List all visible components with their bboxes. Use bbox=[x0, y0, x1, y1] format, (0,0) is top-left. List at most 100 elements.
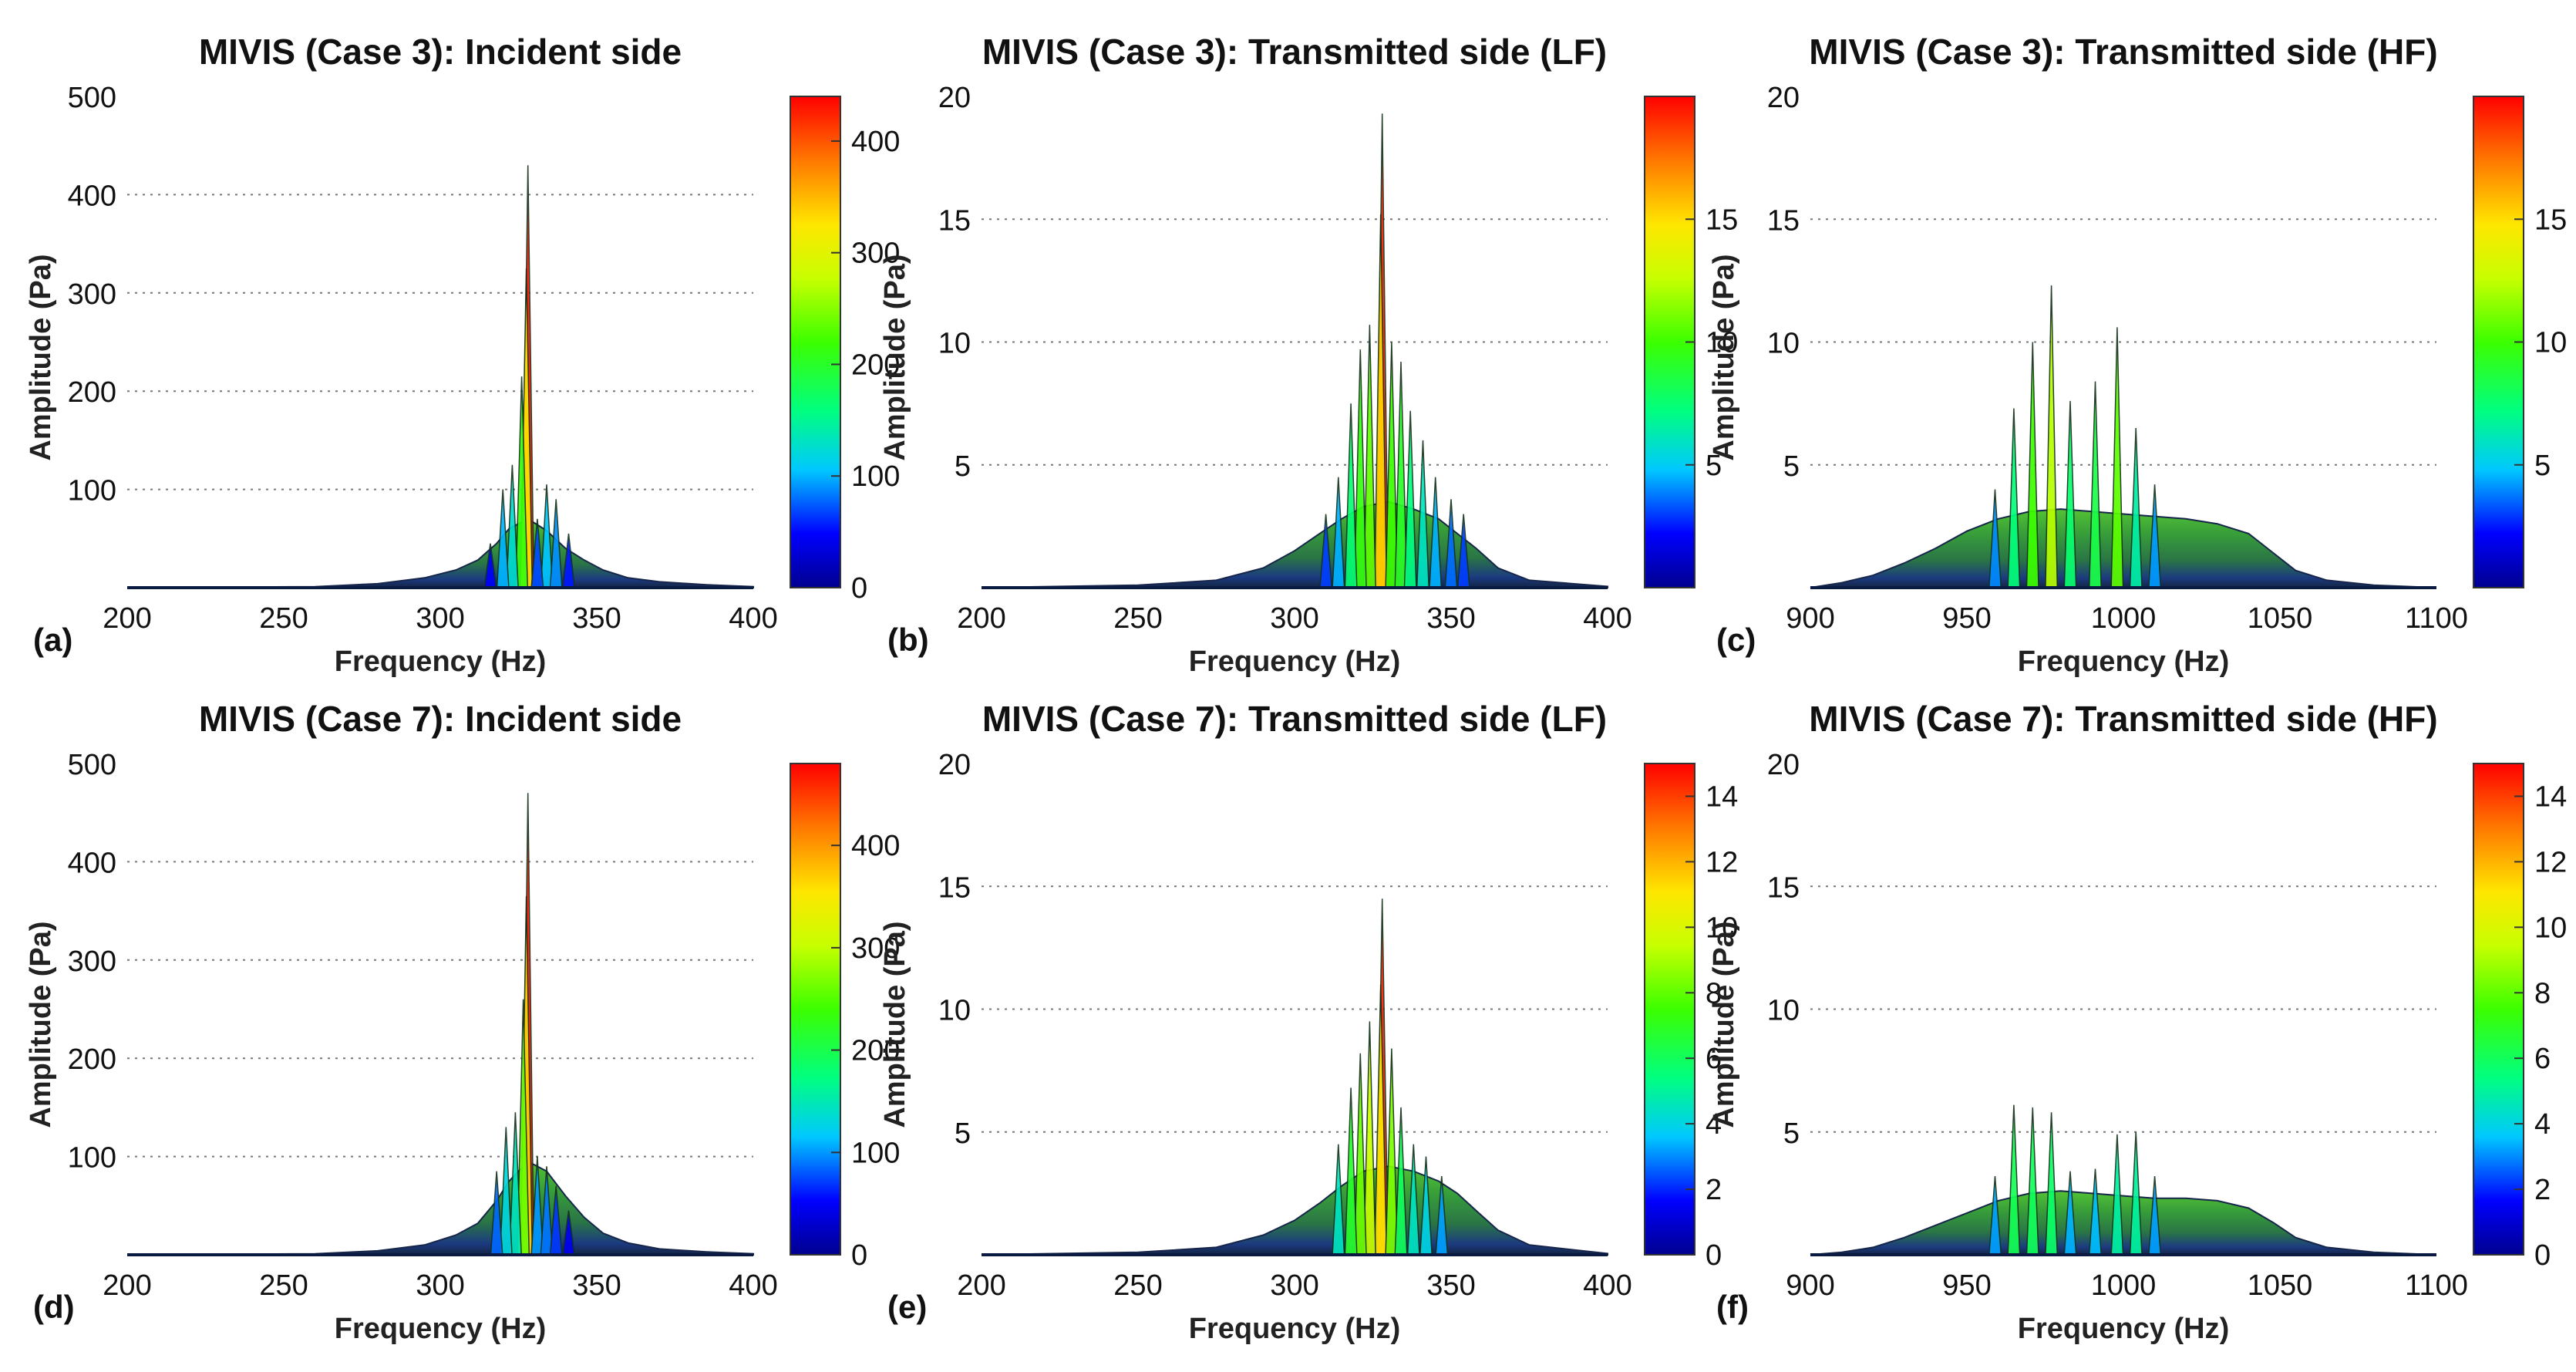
x-tick-label: 1100 bbox=[2405, 1269, 2468, 1302]
colorbar-tick-label: 2 bbox=[2534, 1174, 2551, 1206]
x-tick-label: 1000 bbox=[2091, 1269, 2157, 1302]
chart-title: MIVIS (Case 3): Transmitted side (LF) bbox=[982, 32, 1607, 72]
spectrum-peak bbox=[1403, 410, 1417, 588]
x-tick-label: 400 bbox=[729, 1269, 777, 1302]
chart-panel-a: MIVIS (Case 3): Incident side 100 200 300 40… bbox=[25, 32, 900, 678]
colorbar-tick-label: 14 bbox=[1706, 780, 1738, 813]
spectrum-envelope bbox=[1810, 508, 2437, 588]
spectrum-peak bbox=[2129, 427, 2143, 588]
y-tick-label: 20 bbox=[938, 82, 971, 114]
x-tick-label: 200 bbox=[103, 1269, 151, 1302]
y-axis-label: Amplitude (Pa) bbox=[1708, 921, 1740, 1128]
x-tick-label: 400 bbox=[729, 602, 777, 635]
x-tick-label: 250 bbox=[1113, 1269, 1162, 1302]
x-tick-label: 900 bbox=[1786, 602, 1834, 635]
chart-panel-e: MIVIS (Case 7): Transmitted side (LF) 5 10… bbox=[879, 699, 1738, 1345]
x-tick-label: 250 bbox=[1113, 602, 1162, 635]
colorbar-tick-label: 14 bbox=[2534, 780, 2567, 813]
x-tick-label: 1050 bbox=[2248, 1269, 2313, 1302]
y-tick-label: 20 bbox=[1767, 749, 1800, 781]
chart-panel-d: MIVIS (Case 7): Incident side 100 200 300 40… bbox=[25, 699, 900, 1345]
x-tick-label: 250 bbox=[259, 1269, 308, 1302]
x-tick-label: 350 bbox=[572, 602, 621, 635]
y-axis-label: Amplitude (Pa) bbox=[1708, 254, 1740, 460]
y-tick-label: 10 bbox=[938, 328, 971, 360]
colorbar-tick-label: 4 bbox=[1706, 1108, 1722, 1141]
spectrum-peak bbox=[2110, 327, 2124, 588]
y-tick-label: 10 bbox=[938, 995, 971, 1027]
y-tick-label: 5 bbox=[1783, 450, 1800, 483]
x-axis-label: Frequency (Hz) bbox=[335, 1313, 546, 1345]
colorbar-tick-label: 400 bbox=[851, 126, 900, 158]
x-tick-label: 350 bbox=[572, 1269, 621, 1302]
colorbar-tick-label: 4 bbox=[2534, 1108, 2551, 1141]
spectrum-envelope bbox=[126, 517, 754, 588]
y-axis-label: Amplitude (Pa) bbox=[25, 254, 57, 460]
y-tick-label: 20 bbox=[938, 749, 971, 781]
colorbar-tick-label: 10 bbox=[1706, 327, 1738, 359]
y-tick-label: 500 bbox=[68, 749, 116, 781]
colorbar-tick-label: 8 bbox=[1706, 977, 1722, 1010]
y-tick-label: 10 bbox=[1767, 328, 1800, 360]
spectrum-envelope bbox=[1810, 1190, 2437, 1256]
x-tick-label: 200 bbox=[103, 602, 151, 635]
y-tick-label: 100 bbox=[68, 475, 116, 507]
y-tick-label: 5 bbox=[1783, 1117, 1800, 1150]
colorbar-tick-label: 200 bbox=[851, 349, 900, 381]
spectrum-envelope bbox=[126, 1160, 754, 1256]
chart-title: MIVIS (Case 7): Incident side bbox=[199, 699, 682, 739]
colorbar-tick-label: 15 bbox=[1706, 204, 1738, 236]
y-tick-label: 300 bbox=[68, 278, 116, 311]
colorbar-tick-label: 2 bbox=[1706, 1174, 1722, 1206]
chart-panel-f: MIVIS (Case 7): Transmitted side (HF) 5 10… bbox=[1708, 699, 2567, 1345]
x-tick-label: 350 bbox=[1426, 602, 1475, 635]
x-tick-label: 300 bbox=[416, 1269, 464, 1302]
colorbar bbox=[2473, 763, 2524, 1256]
colorbar-tick-label: 400 bbox=[851, 830, 900, 862]
colorbar-tick-label: 300 bbox=[851, 932, 900, 965]
spectrum-peak bbox=[2129, 1131, 2143, 1256]
x-tick-label: 1100 bbox=[2405, 602, 2468, 635]
colorbar-tick-label: 300 bbox=[851, 238, 900, 270]
spectrum-peak bbox=[2063, 400, 2077, 588]
spectrum-peak bbox=[2088, 381, 2102, 588]
panel-label: (c) bbox=[1716, 622, 1756, 658]
x-tick-label: 1050 bbox=[2248, 602, 2313, 635]
y-tick-label: 15 bbox=[1767, 204, 1800, 237]
spectrum-peak bbox=[2025, 1107, 2039, 1256]
spectrum-peak bbox=[2007, 1104, 2021, 1256]
colorbar-tick-label: 0 bbox=[2534, 1239, 2551, 1272]
colorbar-tick-label: 100 bbox=[851, 1137, 900, 1169]
spectrum-peak bbox=[2045, 1112, 2059, 1256]
x-tick-label: 1000 bbox=[2091, 602, 2157, 635]
spectrum-peak bbox=[2007, 408, 2021, 588]
spectrum-envelope bbox=[981, 1165, 1608, 1256]
chart-panel-c: MIVIS (Case 3): Transmitted side (HF) 5 10… bbox=[1708, 32, 2567, 678]
y-tick-label: 300 bbox=[68, 946, 116, 978]
panel-label: (a) bbox=[33, 622, 72, 658]
y-axis-label: Amplitude (Pa) bbox=[879, 254, 911, 460]
panel-label: (b) bbox=[887, 622, 929, 658]
x-tick-label: 300 bbox=[1270, 602, 1318, 635]
colorbar-tick-label: 10 bbox=[1706, 912, 1738, 944]
y-tick-label: 15 bbox=[938, 204, 971, 237]
colorbar bbox=[790, 763, 841, 1256]
x-tick-label: 950 bbox=[1942, 1269, 1991, 1302]
x-axis-label: Frequency (Hz) bbox=[335, 646, 546, 678]
y-tick-label: 200 bbox=[68, 376, 116, 409]
y-tick-label: 500 bbox=[68, 82, 116, 114]
colorbar-tick-label: 0 bbox=[851, 572, 867, 605]
spectrum-peak bbox=[1344, 1087, 1358, 1256]
y-tick-label: 5 bbox=[955, 450, 971, 483]
colorbar-tick-label: 12 bbox=[2534, 846, 2567, 878]
colorbar-tick-label: 10 bbox=[2534, 912, 2567, 944]
colorbar-tick-label: 0 bbox=[1706, 1239, 1722, 1272]
chart-title: MIVIS (Case 7): Transmitted side (LF) bbox=[982, 699, 1607, 739]
panel-label: (f) bbox=[1716, 1289, 1749, 1325]
x-axis-label: Frequency (Hz) bbox=[1189, 1313, 1400, 1345]
colorbar-tick-label: 5 bbox=[2534, 450, 2551, 482]
spectrum-peak bbox=[1344, 403, 1358, 588]
colorbar-tick-label: 200 bbox=[851, 1035, 900, 1067]
spectrum-envelope bbox=[981, 501, 1608, 588]
